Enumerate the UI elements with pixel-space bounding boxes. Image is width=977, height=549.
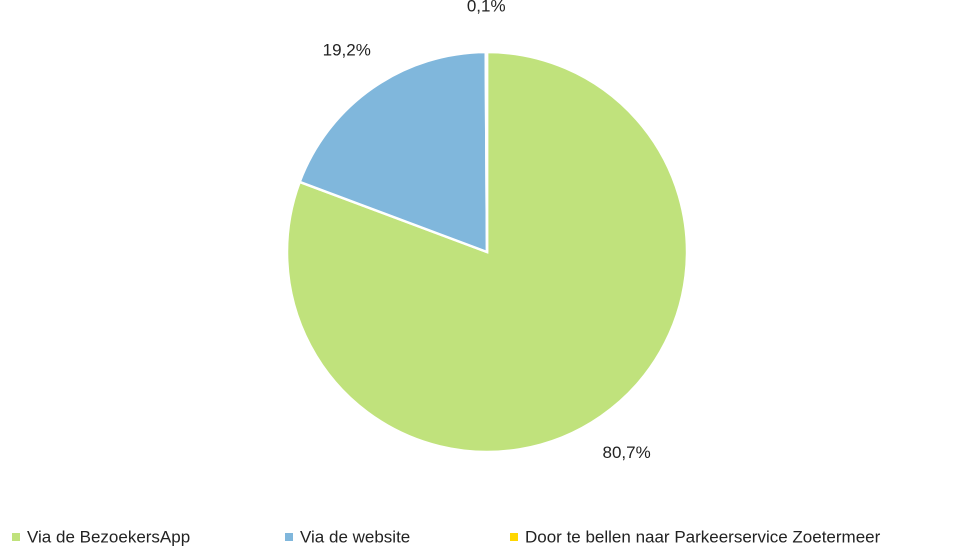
legend-label: Via de website	[300, 527, 410, 546]
legend-label: Door te bellen naar Parkeerservice Zoete…	[525, 527, 881, 546]
data-label: 19,2%	[323, 41, 371, 60]
legend-marker	[285, 533, 293, 541]
legend-marker	[12, 533, 20, 541]
legend-marker	[510, 533, 518, 541]
data-label: 80,7%	[603, 443, 651, 462]
data-label: 0,1%	[467, 0, 506, 15]
pie-slice	[298, 50, 489, 254]
pie-slice	[484, 50, 489, 253]
legend-label: Via de BezoekersApp	[27, 527, 190, 546]
